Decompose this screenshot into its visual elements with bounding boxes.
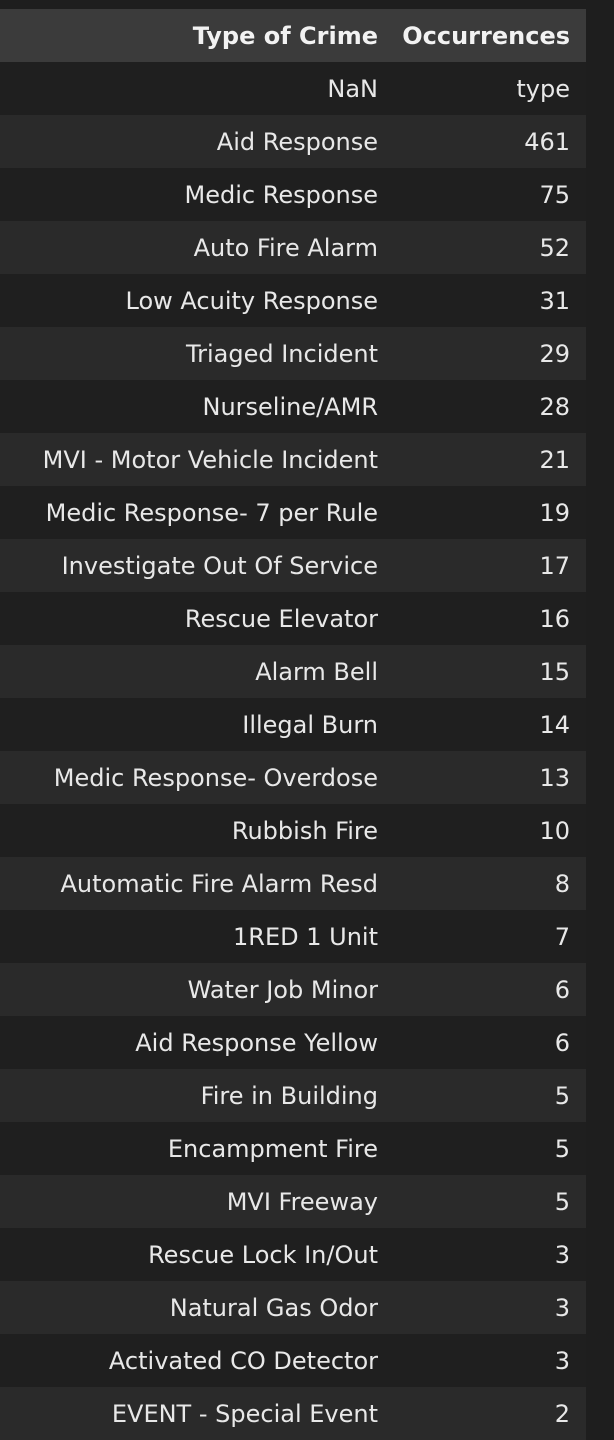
- cell-type: Medic Response: [0, 168, 394, 221]
- cell-type: Rescue Lock In/Out: [0, 1228, 394, 1281]
- cell-type: MVI Freeway: [0, 1175, 394, 1228]
- cell-count: 5: [394, 1122, 586, 1175]
- table-row: Medic Response- 7 per Rule 19: [0, 486, 586, 539]
- table-row: Rubbish Fire 10: [0, 804, 586, 857]
- cell-type: Aid Response Yellow: [0, 1016, 394, 1069]
- cell-count: 6: [394, 963, 586, 1016]
- cell-type: Triaged Incident: [0, 327, 394, 380]
- table-row: Aid Response Yellow 6: [0, 1016, 586, 1069]
- table-row: Nurseline/AMR 28: [0, 380, 586, 433]
- header-row: Type of Crime Occurrences: [0, 9, 586, 62]
- table-row: MVI Freeway 5: [0, 1175, 586, 1228]
- cell-count: 8: [394, 857, 586, 910]
- cell-count: 31: [394, 274, 586, 327]
- cell-count: 52: [394, 221, 586, 274]
- table-row: MVI - Motor Vehicle Incident 21: [0, 433, 586, 486]
- cell-count: 16: [394, 592, 586, 645]
- cell-count: 28: [394, 380, 586, 433]
- cell-type: Rubbish Fire: [0, 804, 394, 857]
- cell-type: Encampment Fire: [0, 1122, 394, 1175]
- cell-count: 7: [394, 910, 586, 963]
- cell-count: 3: [394, 1281, 586, 1334]
- cell-count: 461: [394, 115, 586, 168]
- crime-occurrences-table: Type of Crime Occurrences NaN type Aid Re…: [0, 9, 586, 1440]
- cell-count: 15: [394, 645, 586, 698]
- table-row: Encampment Fire 5: [0, 1122, 586, 1175]
- table-row: Illegal Burn 14: [0, 698, 586, 751]
- cell-type: Alarm Bell: [0, 645, 394, 698]
- cell-count: 19: [394, 486, 586, 539]
- table-row: Rescue Elevator 16: [0, 592, 586, 645]
- table-row: Rescue Lock In/Out 3: [0, 1228, 586, 1281]
- table-row: Natural Gas Odor 3: [0, 1281, 586, 1334]
- cell-type: Fire in Building: [0, 1069, 394, 1122]
- table-row: Aid Response 461: [0, 115, 586, 168]
- cell-type: Low Acuity Response: [0, 274, 394, 327]
- table-row: Fire in Building 5: [0, 1069, 586, 1122]
- cell-count: type: [394, 62, 586, 115]
- cell-type: Investigate Out Of Service: [0, 539, 394, 592]
- cell-count: 14: [394, 698, 586, 751]
- column-header-occurrences[interactable]: Occurrences: [394, 9, 586, 62]
- table-row: NaN type: [0, 62, 586, 115]
- cell-count: 21: [394, 433, 586, 486]
- cell-type: Rescue Elevator: [0, 592, 394, 645]
- cell-count: 10: [394, 804, 586, 857]
- table-row: Alarm Bell 15: [0, 645, 586, 698]
- cell-count: 5: [394, 1175, 586, 1228]
- cell-type: 1RED 1 Unit: [0, 910, 394, 963]
- cell-type: Natural Gas Odor: [0, 1281, 394, 1334]
- table-row: 1RED 1 Unit 7: [0, 910, 586, 963]
- table-body: NaN type Aid Response 461 Medic Response 75…: [0, 62, 586, 1440]
- cell-type: Water Job Minor: [0, 963, 394, 1016]
- cell-count: 29: [394, 327, 586, 380]
- scrollbar-thumb[interactable]: [588, 0, 612, 1408]
- cell-count: 3: [394, 1334, 586, 1387]
- cell-type: EVENT - Special Event: [0, 1387, 394, 1440]
- cell-type: Auto Fire Alarm: [0, 221, 394, 274]
- cell-type: Illegal Burn: [0, 698, 394, 751]
- table-row: Investigate Out Of Service 17: [0, 539, 586, 592]
- vertical-scrollbar[interactable]: [586, 0, 614, 1408]
- cell-count: 17: [394, 539, 586, 592]
- table-row: EVENT - Special Event 2: [0, 1387, 586, 1440]
- cell-count: 2: [394, 1387, 586, 1440]
- cell-count: 13: [394, 751, 586, 804]
- cell-type: Medic Response- Overdose: [0, 751, 394, 804]
- table-row: Triaged Incident 29: [0, 327, 586, 380]
- table-row: Auto Fire Alarm 52: [0, 221, 586, 274]
- table-row: Medic Response 75: [0, 168, 586, 221]
- table-row: Activated CO Detector 3: [0, 1334, 586, 1387]
- cell-type: MVI - Motor Vehicle Incident: [0, 433, 394, 486]
- cell-count: 3: [394, 1228, 586, 1281]
- cell-type: Activated CO Detector: [0, 1334, 394, 1387]
- cell-type: Aid Response: [0, 115, 394, 168]
- table-row: Medic Response- Overdose 13: [0, 751, 586, 804]
- cell-count: 5: [394, 1069, 586, 1122]
- table-row: Low Acuity Response 31: [0, 274, 586, 327]
- cell-count: 75: [394, 168, 586, 221]
- table-row: Automatic Fire Alarm Resd 8: [0, 857, 586, 910]
- cell-type: Medic Response- 7 per Rule: [0, 486, 394, 539]
- data-table-container: Type of Crime Occurrences NaN type Aid Re…: [0, 9, 586, 1440]
- cell-type: Automatic Fire Alarm Resd: [0, 857, 394, 910]
- cell-type: NaN: [0, 62, 394, 115]
- table-row: Water Job Minor 6: [0, 963, 586, 1016]
- cell-type: Nurseline/AMR: [0, 380, 394, 433]
- table-header: Type of Crime Occurrences: [0, 9, 586, 62]
- cell-count: 6: [394, 1016, 586, 1069]
- column-header-type-of-crime[interactable]: Type of Crime: [0, 9, 394, 62]
